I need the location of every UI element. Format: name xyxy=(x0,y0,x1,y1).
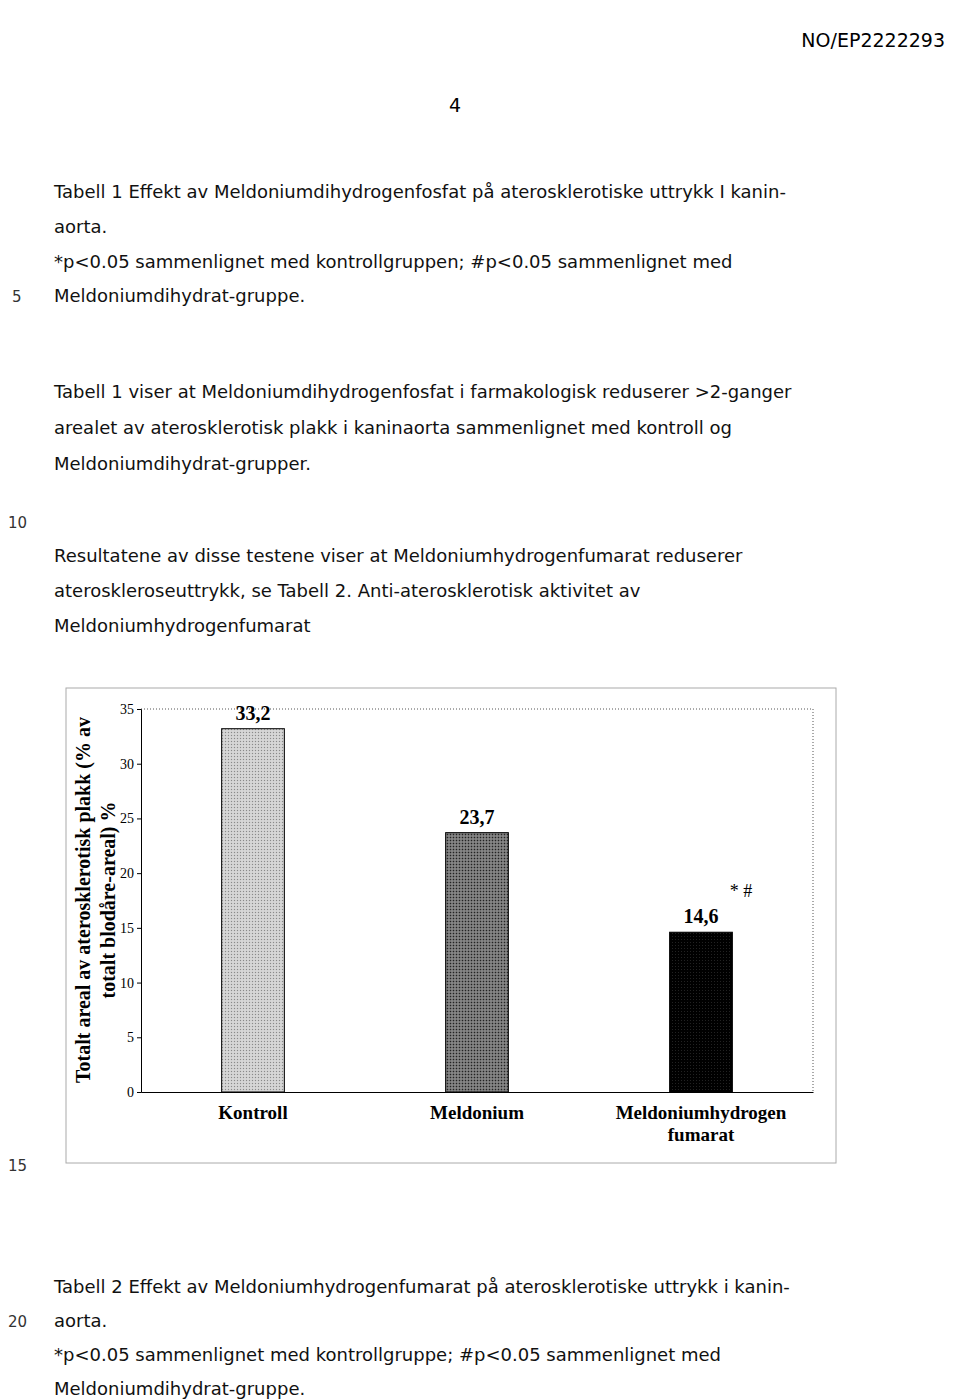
y-tick: 35 xyxy=(120,702,141,717)
line-number: 15 xyxy=(8,1157,27,1175)
y-tick-label: 0 xyxy=(127,1085,134,1100)
paragraph-line: ateroskleroseuttrykk, se Tabell 2. Anti-… xyxy=(54,580,641,601)
data-label: 14,6 xyxy=(684,905,719,927)
bar xyxy=(222,729,285,1092)
annotation: * # xyxy=(730,881,753,901)
line-number: 20 xyxy=(8,1313,27,1331)
data-label: 23,7 xyxy=(460,806,495,828)
bar xyxy=(670,932,733,1092)
page-number: 4 xyxy=(449,94,461,116)
y-tick-mark xyxy=(137,1092,141,1093)
y-tick-mark xyxy=(137,873,141,874)
page: NO/EP2222293 4 Tabell 1 Effekt av Meldoniu… xyxy=(0,0,960,1400)
x-tick-label-line: Meldonium xyxy=(430,1102,524,1123)
y-axis-title-line: Totalt areal av aterosklerotisk plakk (%… xyxy=(72,717,95,1083)
paragraph-line: Meldoniumdihydrat-grupper. xyxy=(54,453,311,474)
bar xyxy=(446,833,509,1092)
caption-line: Tabell 1 Effekt av Meldoniumdihydrogenfo… xyxy=(53,181,786,202)
caption-line: Meldoniumdihydrat-gruppe. xyxy=(54,285,305,306)
y-tick-mark xyxy=(137,764,141,765)
y-tick-label: 20 xyxy=(120,866,134,881)
y-tick-label: 30 xyxy=(120,757,134,772)
caption-line: Meldoniumdihydrat-gruppe. xyxy=(54,1378,305,1399)
x-tick: Meldoniumhydrogenfumarat xyxy=(616,1092,787,1145)
y-tick: 0 xyxy=(127,1085,141,1100)
paragraph-line: Tabell 1 viser at Meldoniumdihydrogenfos… xyxy=(53,381,792,402)
paragraph-line: Resultatene av disse testene viser at Me… xyxy=(54,545,743,566)
y-axis-title-line: totalt blodåre-areal) % xyxy=(97,801,120,998)
y-tick-mark xyxy=(137,709,141,710)
x-tick: Kontroll xyxy=(218,1092,287,1123)
y-tick: 5 xyxy=(127,1030,141,1045)
caption-line: aorta. xyxy=(54,1310,107,1331)
y-tick-mark xyxy=(137,818,141,819)
x-tick: Meldonium xyxy=(430,1092,524,1123)
y-axis-line xyxy=(137,710,142,1093)
y-tick-label: 35 xyxy=(120,702,134,717)
x-axis: Kontroll Meldonium Meldoniumhydrogenfumara… xyxy=(142,1092,814,1145)
y-tick: 30 xyxy=(120,757,141,772)
y-tick: 20 xyxy=(120,866,141,881)
caption-line: *p<0.05 sammenlignet med kontrollgruppe;… xyxy=(54,1344,721,1365)
paragraph-line: arealet av aterosklerotisk plakk i kanin… xyxy=(54,417,732,438)
y-tick: 10 xyxy=(120,976,141,991)
y-tick-label: 15 xyxy=(120,921,134,936)
figure-border xyxy=(66,688,836,1163)
x-tick-label-line: fumarat xyxy=(668,1124,735,1145)
caption-line: *p<0.05 sammenlignet med kontrollgruppen… xyxy=(54,251,732,272)
y-tick-mark xyxy=(137,928,141,929)
line-number: 5 xyxy=(12,288,22,306)
y-tick-label: 25 xyxy=(120,811,134,826)
y-axis: 0 5 10 15 20 25 30 35 xyxy=(120,702,142,1100)
plot-frame xyxy=(141,709,813,1092)
y-axis-title: Totalt areal av aterosklerotisk plakk (%… xyxy=(72,717,120,1083)
x-tick-label: Kontroll xyxy=(218,1102,287,1123)
paragraph-line: Meldoniumhydrogenfumarat xyxy=(54,615,311,636)
caption-line: aorta. xyxy=(54,216,107,237)
y-tick-mark xyxy=(137,1037,141,1038)
caption-line: Tabell 2 Effekt av Meldoniumhydrogenfuma… xyxy=(53,1276,790,1297)
y-tick: 15 xyxy=(120,921,141,936)
x-tick-label-line: Meldoniumhydrogen xyxy=(616,1102,787,1123)
data-label: 33,2 xyxy=(236,702,271,724)
x-tick-label-line: Kontroll xyxy=(218,1102,287,1123)
y-tick-label: 5 xyxy=(127,1030,134,1045)
doc-id: NO/EP2222293 xyxy=(801,29,945,51)
y-tick: 25 xyxy=(120,811,141,826)
line-number: 10 xyxy=(8,514,27,532)
y-tick-label: 10 xyxy=(120,976,134,991)
bars xyxy=(222,729,733,1092)
x-axis-line xyxy=(142,1092,814,1093)
y-tick-mark xyxy=(137,983,141,984)
x-tick-label: Meldonium xyxy=(430,1102,524,1123)
x-tick-label: Meldoniumhydrogenfumarat xyxy=(616,1102,787,1145)
